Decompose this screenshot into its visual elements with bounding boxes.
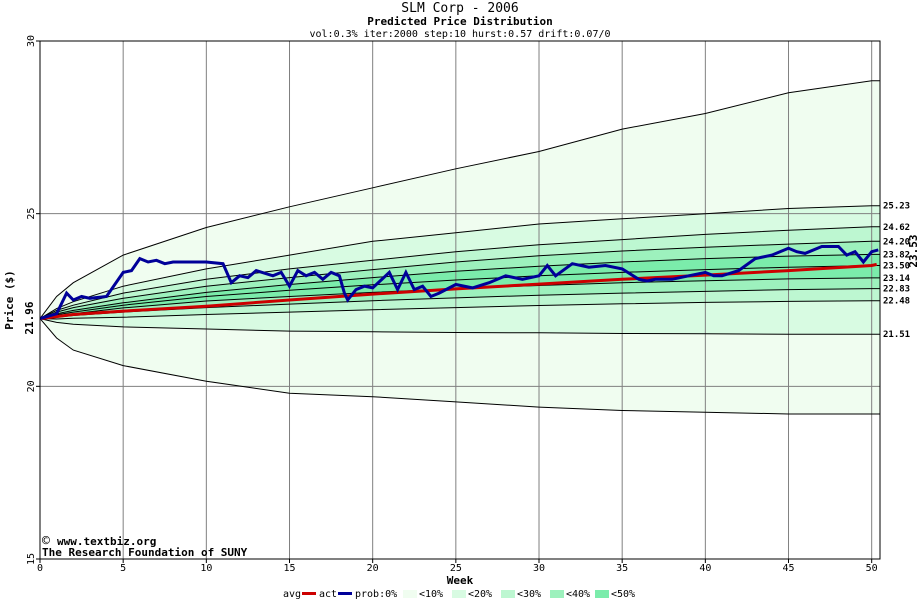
x-tick-label-5: 5 xyxy=(120,563,126,574)
y-tick-label-20: 20 xyxy=(26,380,37,392)
chart-subtitle: Predicted Price Distribution xyxy=(367,15,552,28)
probability-bands xyxy=(40,80,880,414)
x-tick-label-15: 15 xyxy=(283,563,295,574)
legend-avg-swatch xyxy=(302,592,316,595)
legend-swatch-10 xyxy=(452,590,466,598)
avg-line xyxy=(39,262,878,321)
legend-swatch-20 xyxy=(501,590,515,598)
band-line-p10-lower xyxy=(39,318,880,335)
legend-act-swatch xyxy=(338,592,352,595)
band-line-p20-upper xyxy=(39,226,880,320)
right-label-8: 21.51 xyxy=(883,330,910,340)
credit-url: www.textbiz.org xyxy=(57,535,156,548)
band-line-p30-upper xyxy=(39,240,880,320)
band-boundary-lines xyxy=(39,80,880,415)
x-tick-label-35: 35 xyxy=(616,563,628,574)
right-label-0: 25.23 xyxy=(883,202,910,212)
x-tick-label-40: 40 xyxy=(699,563,711,574)
band-line-outer-upper xyxy=(39,80,880,319)
start-price-label: 21.96 xyxy=(23,301,36,334)
legend-item-20: <20% xyxy=(468,589,492,600)
right-label-6: 22.83 xyxy=(883,285,910,295)
right-label-7: 22.48 xyxy=(883,297,910,307)
band-line-p20-lower xyxy=(39,300,880,320)
band-line-p50-center xyxy=(39,265,880,320)
band-line-p10-upper xyxy=(39,205,880,320)
right-label-1: 24.62 xyxy=(883,223,910,233)
legend-swatch-0 xyxy=(403,590,417,598)
right-label-5: 23.14 xyxy=(883,274,911,284)
y-tick-label-15: 15 xyxy=(26,553,37,565)
x-tick-label-25: 25 xyxy=(450,563,462,574)
legend-act-label: act xyxy=(319,589,337,600)
x-axis-label: Week xyxy=(447,574,474,587)
legend-swatch-40 xyxy=(595,590,609,598)
x-tick-label-50: 50 xyxy=(866,563,878,574)
y-axis-ticks: 15 20 25 30 xyxy=(26,35,40,565)
x-tick-label-45: 45 xyxy=(782,563,794,574)
chart-title: SLM Corp - 2006 xyxy=(401,1,518,16)
y-tick-label-30: 30 xyxy=(26,35,37,47)
band-line-outer-lower xyxy=(39,318,880,415)
legend-item-10: <10% xyxy=(419,589,443,600)
right-label-4: 23.50 xyxy=(883,261,910,271)
x-tick-label-10: 10 xyxy=(200,563,212,574)
grid-lines xyxy=(40,41,880,559)
credit-org: The Research Foundation of SUNY xyxy=(42,546,248,559)
x-tick-label-0: 0 xyxy=(37,563,43,574)
legend: avg act prob:0% <10% <20% <30% <40% <50% xyxy=(283,589,635,600)
legend-avg-label: avg xyxy=(283,589,301,600)
x-tick-label-20: 20 xyxy=(367,563,379,574)
plot-frame xyxy=(39,40,881,560)
legend-item-40: <40% xyxy=(566,589,590,600)
x-tick-label-30: 30 xyxy=(533,563,545,574)
legend-swatch-30 xyxy=(550,590,564,598)
end-price-label: 23.53 xyxy=(907,234,920,267)
right-label-3: 23.82 xyxy=(883,250,910,260)
legend-item-50: <50% xyxy=(611,589,635,600)
x-axis-ticks: 0 5 10 15 20 25 30 35 40 45 50 xyxy=(37,559,878,574)
y-tick-label-25: 25 xyxy=(26,208,37,220)
right-label-2: 24.20 xyxy=(883,237,910,247)
copyright-icon: © xyxy=(42,534,50,549)
y-axis-label: Price ($) xyxy=(3,270,16,330)
chart-params: vol:0.3% iter:2000 step:10 hurst:0.57 dr… xyxy=(309,29,610,40)
legend-prob-label: prob:0% xyxy=(355,589,397,600)
actual-price-line xyxy=(39,245,879,321)
band-line-p40-upper xyxy=(39,253,880,320)
legend-item-30: <30% xyxy=(517,589,541,600)
